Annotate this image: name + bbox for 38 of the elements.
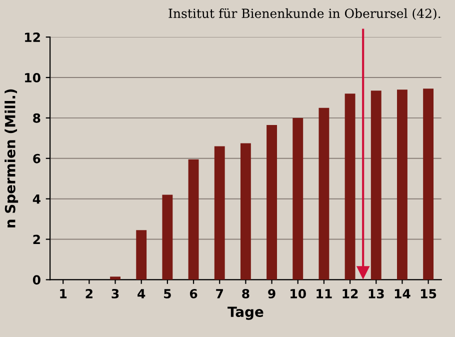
bar (266, 125, 278, 280)
y-tick-label: 0 (32, 275, 40, 285)
bar (136, 230, 147, 280)
y-tick-label: 8 (33, 113, 40, 123)
x-tick-label: 9 (268, 288, 276, 298)
bar (214, 146, 225, 280)
x-axis-title: Tage (228, 306, 264, 320)
bar (397, 90, 408, 280)
bar (344, 94, 356, 280)
x-tick-label: 10 (290, 288, 306, 298)
y-tick-label: 4 (32, 194, 40, 204)
x-tick-label: 5 (164, 289, 171, 298)
y-axis-title: n Spermien (Mill.) (4, 89, 18, 228)
y-tick-label: 2 (33, 234, 40, 244)
bar (188, 159, 199, 280)
bar (240, 143, 251, 280)
bar (292, 118, 304, 280)
y-tick-label: 12 (25, 32, 40, 42)
x-tick-label: 15 (421, 289, 436, 298)
bar (370, 90, 382, 280)
x-tick-label: 6 (190, 288, 198, 298)
x-tick-label: 4 (138, 289, 146, 298)
x-tick-label: 13 (368, 288, 384, 298)
x-tick-label: 12 (342, 288, 358, 298)
bar (318, 108, 330, 280)
y-tick-label: 10 (25, 72, 40, 82)
x-tick-label: 11 (316, 289, 332, 298)
x-tick-label: 8 (242, 288, 250, 298)
x-tick-label: 14 (394, 289, 410, 298)
y-tick-label: 6 (33, 154, 40, 164)
x-tick-label: 7 (216, 289, 223, 298)
bar (110, 276, 120, 280)
x-tick-label: 1 (60, 289, 67, 298)
bar (162, 194, 173, 280)
x-tick-label: 2 (86, 288, 92, 298)
text: Institut für Bienenkunde in Oberursel (42). (168, 8, 440, 20)
bar (423, 88, 434, 280)
x-tick-label: 3 (112, 288, 119, 298)
